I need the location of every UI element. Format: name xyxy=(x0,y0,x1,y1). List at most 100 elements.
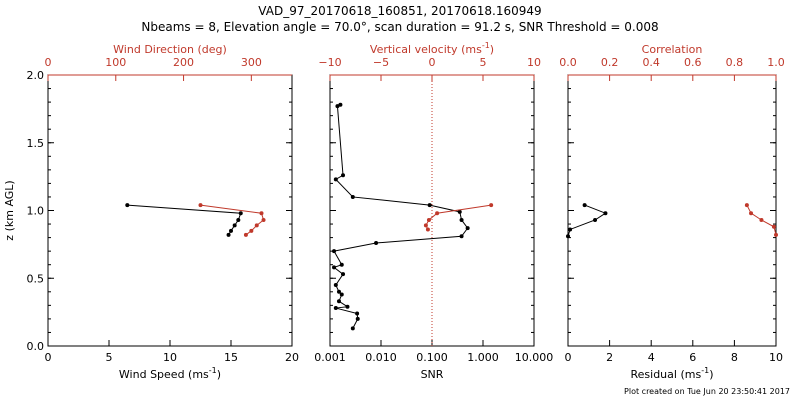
bottom-series-point xyxy=(350,326,355,331)
bottom-series-point xyxy=(459,217,464,222)
x-bottom-tick-label: 15 xyxy=(224,351,238,364)
x-bottom-tick-label: 0.001 xyxy=(314,351,346,364)
top-series-point xyxy=(243,232,248,237)
y-axis-label: z (km AGL) xyxy=(3,180,16,240)
x-top-tick-label: 0.4 xyxy=(642,56,660,69)
panel-3: 0 2 4 6 8 10 0.0 0.2 0.4 0.6 0.8 1.0 xyxy=(559,56,785,364)
x-bottom-axis-label-main: Residual (ms xyxy=(631,368,702,381)
x-bottom-tick-label: 8 xyxy=(731,351,738,364)
bottom-series-point xyxy=(459,234,464,239)
bottom-series-point xyxy=(341,173,346,178)
x-top-axis-label: Wind Direction (deg) xyxy=(113,43,227,56)
x-top-tick-label: 0.0 xyxy=(559,56,577,69)
x-bottom-tick-label: 10 xyxy=(769,351,783,364)
x-top-axis-label-end: ) xyxy=(490,43,494,56)
bottom-series-point xyxy=(339,292,344,297)
plot-footer: Plot created on Tue Jun 20 23:50:41 2017 xyxy=(624,387,790,396)
x-bottom-tick-label: 4 xyxy=(648,351,655,364)
x-bottom-tick-label: 0.100 xyxy=(416,351,448,364)
bottom-series-point xyxy=(332,249,337,254)
bottom-series-line xyxy=(567,204,607,237)
bottom-series-point xyxy=(335,104,340,109)
x-top-tick-label: 100 xyxy=(105,56,126,69)
x-top-axis-label-main: Vertical velocity (ms xyxy=(370,43,482,56)
bottom-series-point xyxy=(350,194,355,199)
x-top-tick-label: 0.8 xyxy=(726,56,744,69)
bottom-series-point xyxy=(336,289,341,294)
x-top-tick-label: 0 xyxy=(45,56,52,69)
x-top-axis-label: Correlation xyxy=(642,43,703,56)
x-top-tick-label: −10 xyxy=(318,56,341,69)
bottom-series-point xyxy=(238,211,243,216)
top-series-point xyxy=(259,211,264,216)
bottom-series-point xyxy=(341,272,346,277)
bottom-series-point xyxy=(336,299,341,304)
y-tick-label: 0.5 xyxy=(27,272,45,285)
top-series-point xyxy=(749,211,754,216)
bottom-series-point xyxy=(333,283,338,288)
x-top-tick-label: 200 xyxy=(173,56,194,69)
x-top-tick-label: −5 xyxy=(373,56,389,69)
x-bottom-axis-label-main: SNR xyxy=(421,368,444,381)
y-tick-label: 1.0 xyxy=(27,205,45,218)
x-top-axis-label-sup: -1 xyxy=(482,41,490,50)
top-series-point xyxy=(435,211,440,216)
x-bottom-tick-label: 1.000 xyxy=(467,351,499,364)
x-bottom-axis-label-main: Wind Speed (ms xyxy=(119,368,209,381)
x-bottom-tick-label: 0.010 xyxy=(365,351,397,364)
y-tick-label: 1.5 xyxy=(27,137,45,150)
x-bottom-axis-label: Wind Speed (ms-1) xyxy=(119,366,221,381)
bottom-series-point xyxy=(345,304,350,309)
panel-2: 0.001 0.010 0.100 1.000 10.000 −10 −5 0 5 10 xyxy=(314,56,553,364)
top-series-point xyxy=(759,217,764,222)
bottom-series-point xyxy=(333,177,338,182)
bottom-series-point xyxy=(229,228,233,233)
top-series-point xyxy=(774,232,778,237)
x-bottom-tick-label: 10.000 xyxy=(515,351,554,364)
x-bottom-tick-label: 10 xyxy=(163,351,177,364)
chart-title-line2: Nbeams = 8, Elevation angle = 70.0°, sca… xyxy=(141,20,658,34)
top-series-point xyxy=(261,217,266,222)
x-bottom-axis-label: Residual (ms-1) xyxy=(631,366,714,381)
x-top-axis-label: Vertical velocity (ms-1) xyxy=(370,41,494,56)
bottom-series-point xyxy=(593,217,598,222)
bottom-series-point xyxy=(226,232,231,237)
top-series-point xyxy=(423,223,428,228)
x-top-tick-label: 0 xyxy=(429,56,436,69)
bottom-series-point xyxy=(332,265,337,270)
bottom-series-point xyxy=(355,311,360,316)
panel-1: 0.00.51.01.52.00 5 10 15 200 100 200 300 xyxy=(27,56,300,364)
bottom-series-point xyxy=(457,209,462,214)
x-top-tick-label: 0.6 xyxy=(684,56,702,69)
top-series-point xyxy=(426,217,431,222)
bottom-series-point xyxy=(465,226,470,231)
bottom-series-point xyxy=(603,211,608,216)
top-series-point xyxy=(744,203,749,208)
panel-frame xyxy=(47,74,293,347)
bottom-series-point xyxy=(374,241,379,246)
bottom-series-point xyxy=(582,203,587,208)
x-top-tick-label: 300 xyxy=(241,56,262,69)
y-tick-label: 0.0 xyxy=(27,340,45,353)
top-series-point xyxy=(198,203,203,208)
bottom-series-line xyxy=(332,104,469,329)
top-series-point xyxy=(249,228,254,233)
top-series-point xyxy=(489,203,494,208)
bottom-series-point xyxy=(333,306,338,311)
x-top-axis-label-main: Wind Direction (deg) xyxy=(113,43,227,56)
top-series-point xyxy=(771,224,776,229)
bottom-series-point xyxy=(125,203,130,208)
bottom-series-point xyxy=(566,234,570,239)
x-bottom-tick-label: 0 xyxy=(565,351,572,364)
x-bottom-tick-label: 20 xyxy=(285,351,299,364)
bottom-series-point xyxy=(232,223,237,228)
x-top-axis-label-main: Correlation xyxy=(642,43,703,56)
x-bottom-axis-label-sup: -1 xyxy=(701,366,709,375)
x-bottom-axis-label-end: ) xyxy=(709,368,713,381)
bottom-series-point xyxy=(427,203,432,208)
x-bottom-axis-label: SNR xyxy=(421,368,444,381)
x-top-tick-label: 0.2 xyxy=(601,56,619,69)
top-series-point xyxy=(425,227,430,232)
bottom-series-point xyxy=(339,262,344,267)
x-bottom-tick-label: 2 xyxy=(606,351,613,364)
